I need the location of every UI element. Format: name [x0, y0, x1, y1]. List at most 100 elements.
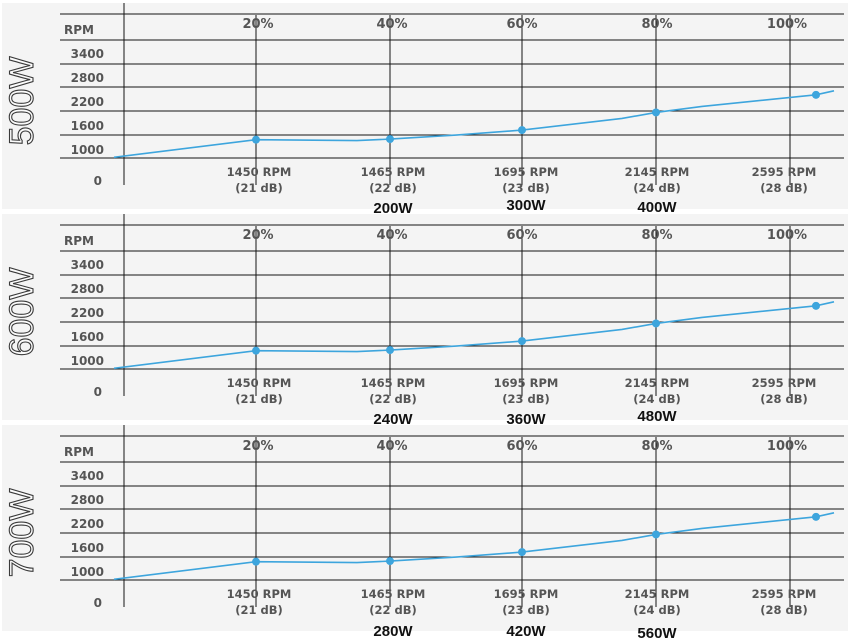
data-point	[386, 557, 394, 566]
y-tick-label: 2800	[71, 282, 104, 296]
data-point	[812, 301, 820, 310]
data-point	[518, 548, 526, 557]
y-tick-label: 1600	[71, 119, 104, 133]
data-label-db: (21 dB)	[235, 603, 283, 617]
grid	[60, 214, 844, 396]
data-point	[652, 319, 660, 328]
load-wattage-label: 360W	[506, 411, 546, 428]
grid	[60, 425, 844, 607]
x-tick-label: 60%	[506, 439, 537, 454]
psu-wattage-title: 500W	[3, 57, 41, 146]
y-tick-label: 3400	[71, 258, 104, 272]
data-label-rpm: 1465 RPM	[361, 376, 426, 390]
x-tick-label: 20%	[242, 228, 273, 243]
x-tick-label: 100%	[767, 439, 807, 454]
y-tick-label: 1600	[71, 330, 104, 344]
psu-wattage-title: 700W	[3, 489, 41, 578]
data-label-rpm: 2145 RPM	[625, 587, 690, 601]
series-line	[113, 301, 835, 370]
y-tick-label: 1000	[71, 143, 104, 157]
y-axis-label: RPM	[64, 234, 94, 248]
y-tick-label: 2800	[71, 493, 104, 507]
y-tick-label: 2200	[71, 95, 104, 109]
data-label-db: (22 dB)	[369, 603, 417, 617]
data-point	[252, 346, 260, 355]
y-axis-label: RPM	[64, 23, 94, 37]
x-tick-label: 80%	[641, 17, 672, 32]
x-tick-label: 40%	[376, 228, 407, 243]
data-point	[252, 557, 260, 566]
data-point	[386, 346, 394, 355]
data-point	[518, 337, 526, 346]
data-label-db: (24 dB)	[633, 603, 681, 617]
load-wattage-label: 280W	[373, 623, 413, 640]
data-point	[386, 135, 394, 144]
y-tick-label: 0	[94, 596, 102, 610]
y-tick-label: 0	[94, 385, 102, 399]
load-wattage-label: 300W	[506, 197, 546, 214]
data-point	[252, 135, 260, 144]
data-label-db: (22 dB)	[369, 181, 417, 195]
load-wattage-label: 200W	[373, 200, 413, 217]
data-label-db: (21 dB)	[235, 181, 283, 195]
y-tick-label: 2200	[71, 517, 104, 531]
data-label-db: (24 dB)	[633, 181, 681, 195]
grid	[60, 3, 844, 185]
x-tick-label: 60%	[506, 17, 537, 32]
data-label-db: (28 dB)	[760, 181, 808, 195]
data-label-rpm: 1465 RPM	[361, 165, 426, 179]
data-label-rpm: 2145 RPM	[625, 165, 690, 179]
data-label-db: (23 dB)	[502, 181, 550, 195]
series-line	[113, 512, 835, 581]
data-label-rpm: 1695 RPM	[494, 165, 559, 179]
data-label-db: (28 dB)	[760, 603, 808, 617]
y-tick-label: 2800	[71, 71, 104, 85]
data-label-db: (22 dB)	[369, 392, 417, 406]
y-tick-label: 1000	[71, 354, 104, 368]
fan-curve-panel-500w: 500W RPM 3400 2800 2200 1600 1000 0 20% 40% 60% 80%…	[2, 3, 848, 217]
data-label-db: (24 dB)	[633, 392, 681, 406]
x-tick-label: 80%	[641, 439, 672, 454]
y-tick-label: 3400	[71, 47, 104, 61]
data-label-rpm: 2595 RPM	[752, 587, 817, 601]
data-point	[518, 126, 526, 135]
x-tick-label: 40%	[376, 439, 407, 454]
x-tick-label: 80%	[641, 228, 672, 243]
data-label-rpm: 2145 RPM	[625, 376, 690, 390]
load-wattage-label: 560W	[637, 625, 677, 641]
data-label-db: (28 dB)	[760, 392, 808, 406]
data-label-rpm: 1695 RPM	[494, 587, 559, 601]
data-label-rpm: 1695 RPM	[494, 376, 559, 390]
psu-wattage-title: 600W	[3, 268, 41, 357]
load-wattage-label: 240W	[373, 411, 413, 428]
fan-curve-chart: 700W RPM 3400 2800 2200 1600 1000 0 20% 40% 60% 80%…	[2, 425, 844, 641]
x-tick-label: 40%	[376, 17, 407, 32]
load-wattage-label: 400W	[637, 199, 677, 216]
x-tick-label: 100%	[767, 228, 807, 243]
data-label-rpm: 2595 RPM	[752, 376, 817, 390]
data-label-rpm: 1450 RPM	[227, 165, 292, 179]
y-tick-label: 1600	[71, 541, 104, 555]
data-label-rpm: 1450 RPM	[227, 376, 292, 390]
fan-curve-chart: 500W RPM 3400 2800 2200 1600 1000 0 20% 40% 60% 80%…	[2, 3, 844, 217]
data-label-db: (23 dB)	[502, 392, 550, 406]
data-label-rpm: 2595 RPM	[752, 165, 817, 179]
data-point	[812, 512, 820, 521]
load-wattage-label: 420W	[506, 623, 546, 640]
y-tick-label: 1000	[71, 565, 104, 579]
x-tick-label: 100%	[767, 17, 807, 32]
data-point	[812, 90, 820, 99]
load-wattage-label: 480W	[637, 408, 677, 425]
y-tick-label: 3400	[71, 469, 104, 483]
y-tick-label: 2200	[71, 306, 104, 320]
data-point	[652, 108, 660, 117]
fan-curve-chart: 600W RPM 3400 2800 2200 1600 1000 0 20% 40% 60% 80%…	[2, 214, 844, 428]
fan-curve-panel-600w: 600W RPM 3400 2800 2200 1600 1000 0 20% 40% 60% 80%…	[2, 214, 848, 428]
x-tick-label: 60%	[506, 228, 537, 243]
data-label-db: (21 dB)	[235, 392, 283, 406]
x-tick-label: 20%	[242, 17, 273, 32]
data-point	[652, 530, 660, 539]
data-label-rpm: 1450 RPM	[227, 587, 292, 601]
data-label-rpm: 1465 RPM	[361, 587, 426, 601]
series-line	[113, 90, 835, 159]
